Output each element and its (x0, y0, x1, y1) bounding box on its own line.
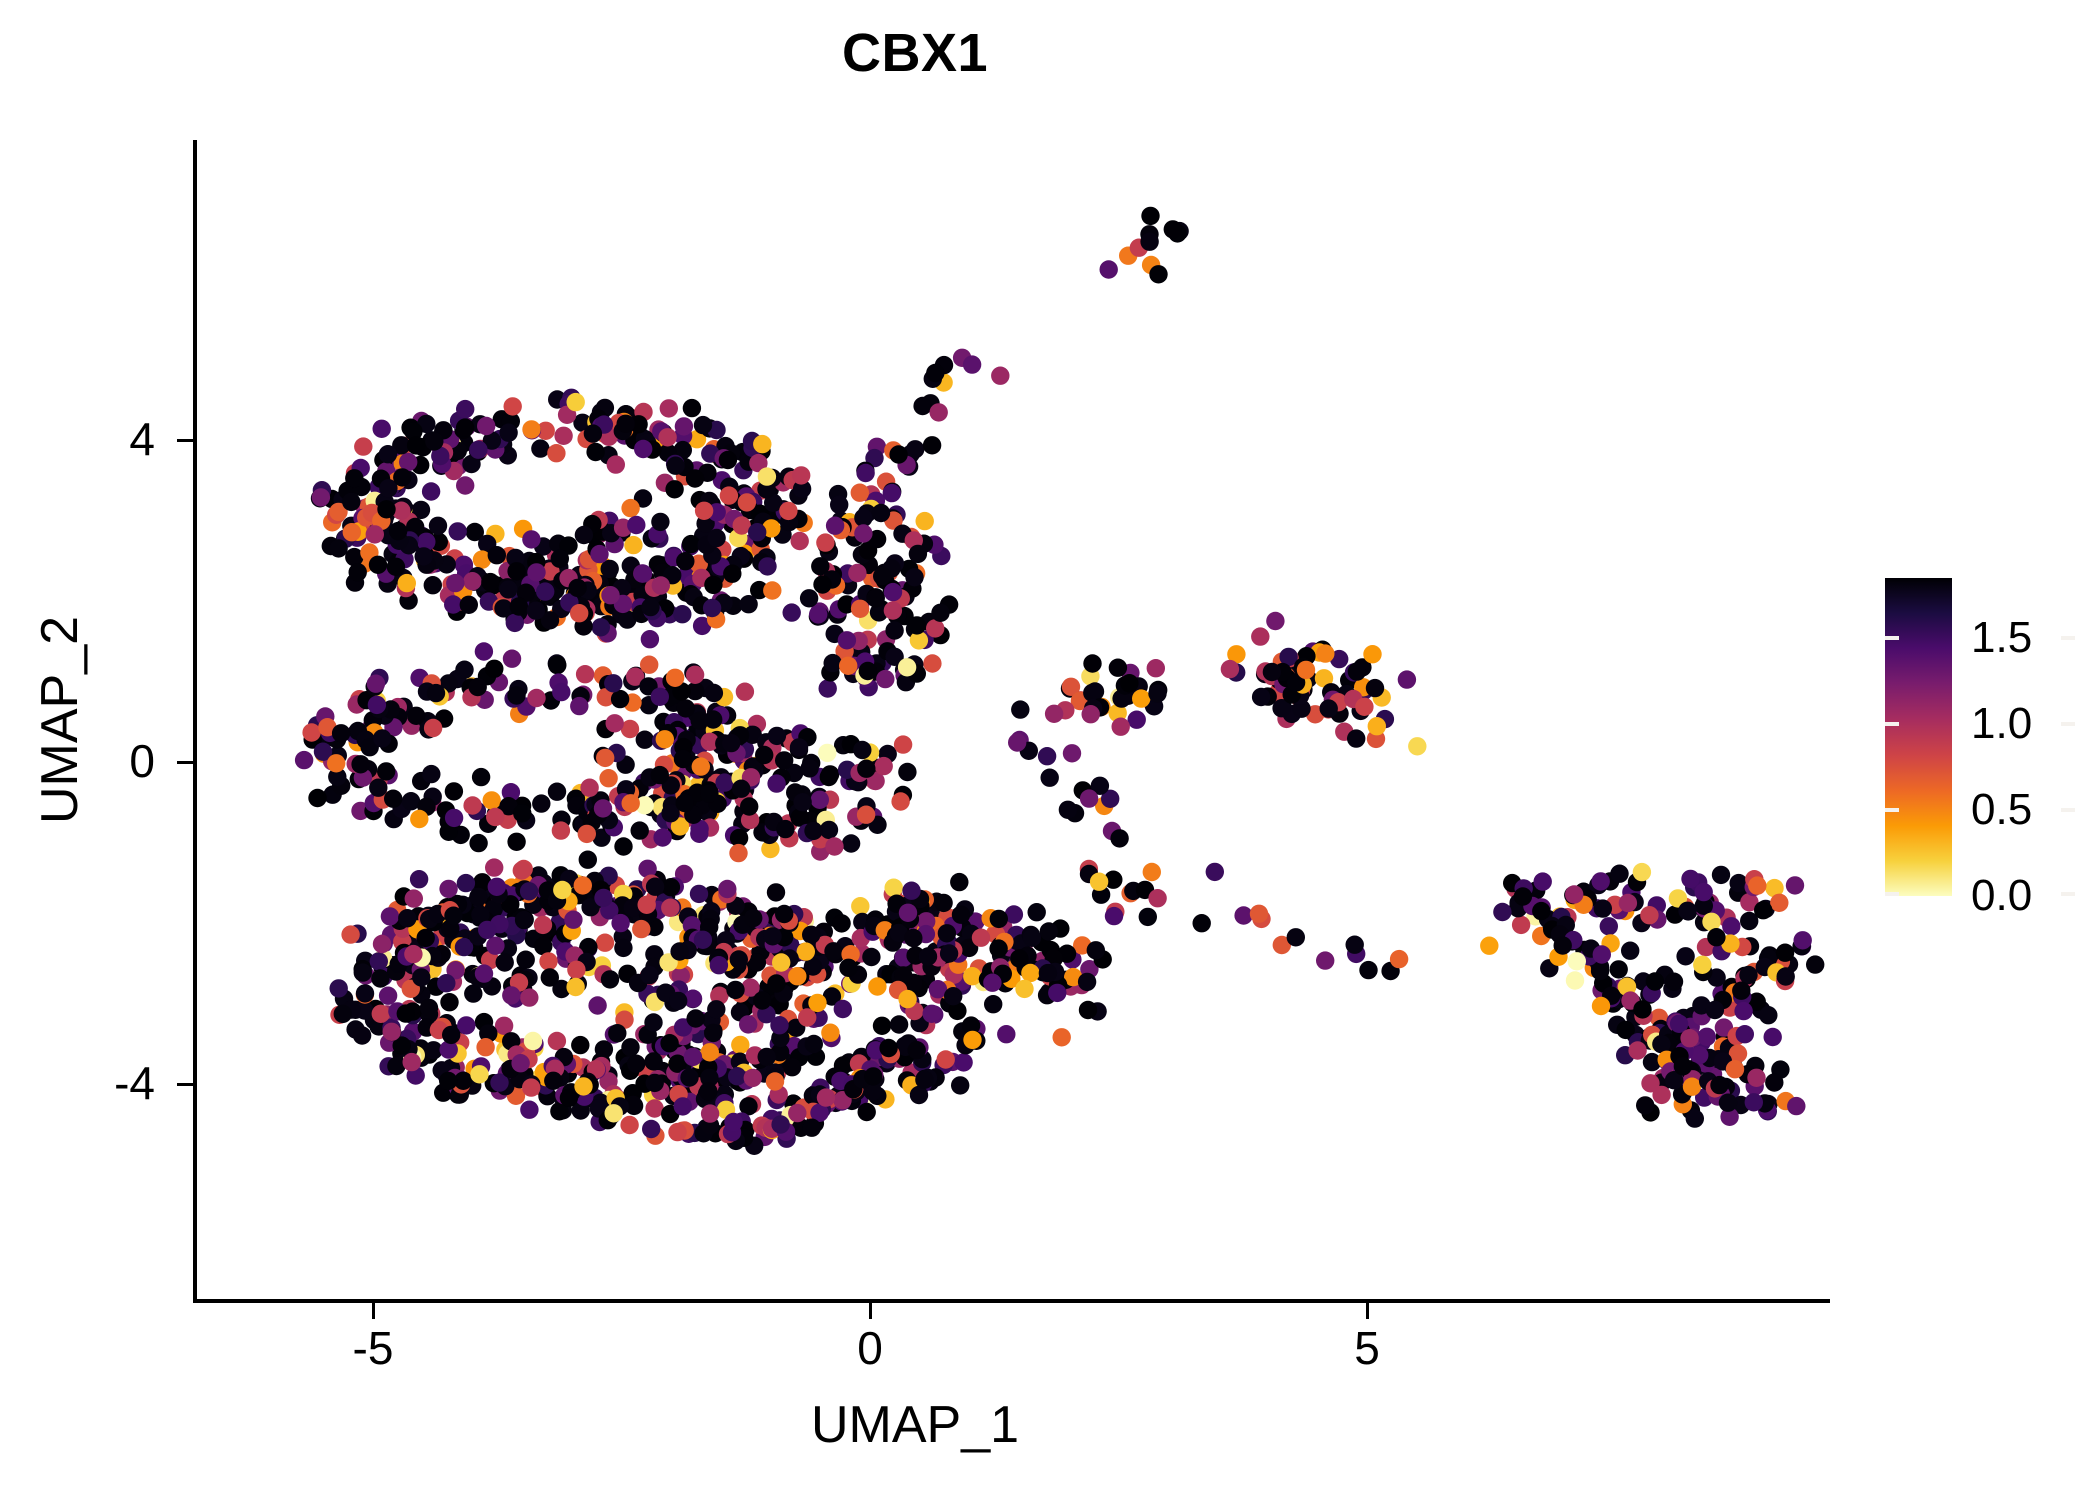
x-tick-label: 5 (1354, 1322, 1380, 1374)
y-tick-mark (177, 1083, 193, 1086)
colorbar-tick-mark (1885, 808, 1899, 813)
y-tick-label: 4 (129, 413, 155, 465)
colorbar-tick-mark (2061, 636, 2075, 641)
x-tick-label: -5 (352, 1322, 394, 1374)
colorbar-gradient (1885, 578, 1952, 896)
colorbar-tick-mark (1885, 892, 1899, 896)
plot-panel (195, 140, 1830, 1301)
y-tick-mark (177, 761, 193, 764)
colorbar-tick-mark (2061, 808, 2075, 813)
x-tick-label: 0 (857, 1322, 883, 1374)
colorbar-tick-label: 1.5 (1971, 613, 2033, 663)
colorbar-legend: 1.5 1.0 0.5 0.0 (1885, 578, 2075, 918)
x-tick-mark (1366, 1303, 1369, 1319)
x-axis-line (193, 1299, 1830, 1303)
x-axis-title: UMAP_1 (810, 1396, 1020, 1454)
y-tick-label: 0 (129, 735, 155, 787)
x-tick-mark (372, 1303, 375, 1319)
colorbar-tick-mark (1885, 636, 1899, 641)
y-tick-mark (177, 439, 193, 442)
y-tick-label: -4 (114, 1057, 155, 1109)
page-title: CBX1 (841, 23, 989, 83)
scatter-layer (294, 206, 1825, 1155)
y-axis-title: UMAP_2 (31, 615, 89, 825)
colorbar-tick-label: 1.0 (1971, 699, 2033, 749)
colorbar-tick-mark (2061, 722, 2075, 727)
colorbar-tick-mark (2061, 892, 2075, 896)
colorbar-tick-mark (1885, 722, 1899, 727)
colorbar-tick-label: 0.5 (1971, 785, 2033, 835)
colorbar-tick-label: 0.0 (1971, 871, 2033, 920)
y-axis-line (193, 140, 197, 1303)
x-tick-mark (869, 1303, 872, 1319)
